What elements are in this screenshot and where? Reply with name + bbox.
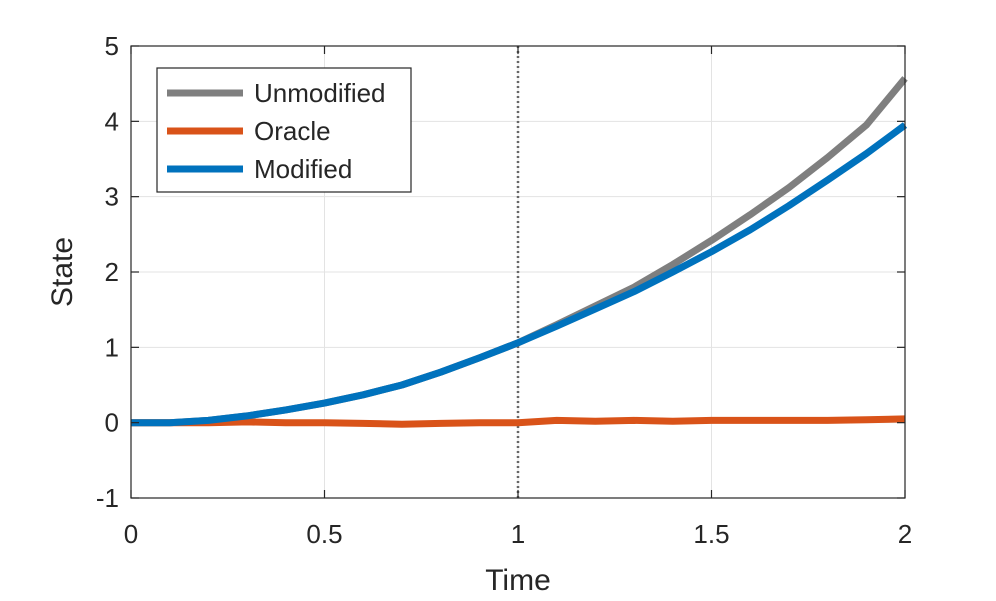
y-tick-label: -1 (96, 483, 119, 513)
tick-marks (130, 45, 906, 499)
series-line-oracle (131, 415, 906, 428)
y-tick-label: 3 (105, 182, 119, 212)
series-group (131, 76, 908, 428)
y-tick-label: 5 (105, 31, 119, 61)
x-axis-label: Time (485, 564, 551, 597)
legend-label-unmodified: Unmodified (254, 78, 386, 108)
x-tick-label: 2 (898, 519, 912, 549)
y-tick-label: 1 (105, 332, 119, 362)
x-tick-label: 1 (511, 519, 525, 549)
y-tick-label: 2 (105, 257, 119, 287)
legend-label-oracle: Oracle (254, 116, 331, 146)
y-tick-labels: -1 0 1 2 3 4 5 (96, 31, 119, 513)
y-axis-label: State (46, 237, 79, 307)
legend-label-modified: Modified (254, 154, 352, 184)
y-tick-label: 4 (105, 106, 119, 136)
legend: Unmodified Oracle Modified (156, 67, 412, 193)
x-tick-labels: 0 0.5 1 1.5 2 (124, 519, 912, 549)
x-tick-label: 0 (124, 519, 138, 549)
series-line-modified (131, 122, 908, 427)
x-tick-label: 0.5 (306, 519, 342, 549)
y-tick-label: 0 (105, 408, 119, 438)
x-tick-label: 1.5 (693, 519, 729, 549)
